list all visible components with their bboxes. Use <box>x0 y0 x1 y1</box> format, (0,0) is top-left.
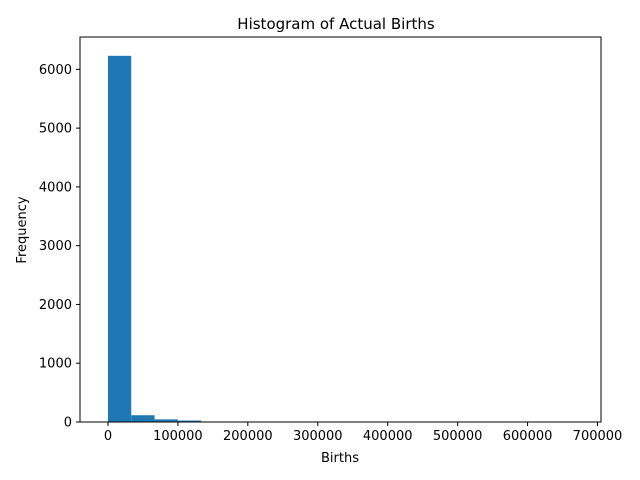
axes-layer: 0 100000 200000 300000 400000 500000 600000 700… <box>39 36 623 444</box>
x-tick-label-5: 500000 <box>433 429 483 444</box>
x-tick-label-3: 300000 <box>293 429 343 444</box>
histogram-bar-1 <box>131 415 155 422</box>
histogram-bar-3 <box>177 420 202 422</box>
histogram-bar-0 <box>107 55 132 423</box>
x-tick-label-7: 700000 <box>573 429 623 444</box>
y-tick-label-0: 0 <box>64 416 72 431</box>
y-tick-label-6: 6000 <box>39 63 72 78</box>
x-tick-label-0: 0 <box>104 429 112 444</box>
y-tick-label-4: 4000 <box>39 180 72 195</box>
y-tick-label-3: 3000 <box>39 239 72 254</box>
y-tick-label-2: 2000 <box>39 298 72 313</box>
histogram-bar-2 <box>154 419 178 422</box>
x-tick-label-6: 600000 <box>503 429 553 444</box>
y-tick-label-5: 5000 <box>39 122 72 137</box>
y-tick-label-1: 1000 <box>39 357 72 372</box>
x-tick-label-2: 200000 <box>223 429 273 444</box>
bars-layer <box>107 55 574 423</box>
x-tick-label-1: 100000 <box>153 429 203 444</box>
x-axis-label: Births <box>321 451 359 466</box>
x-tick-label-4: 400000 <box>363 429 413 444</box>
y-axis-label: Frequency <box>15 196 30 263</box>
plot-frame <box>79 36 602 423</box>
chart-title: Histogram of Actual Births <box>237 15 435 33</box>
